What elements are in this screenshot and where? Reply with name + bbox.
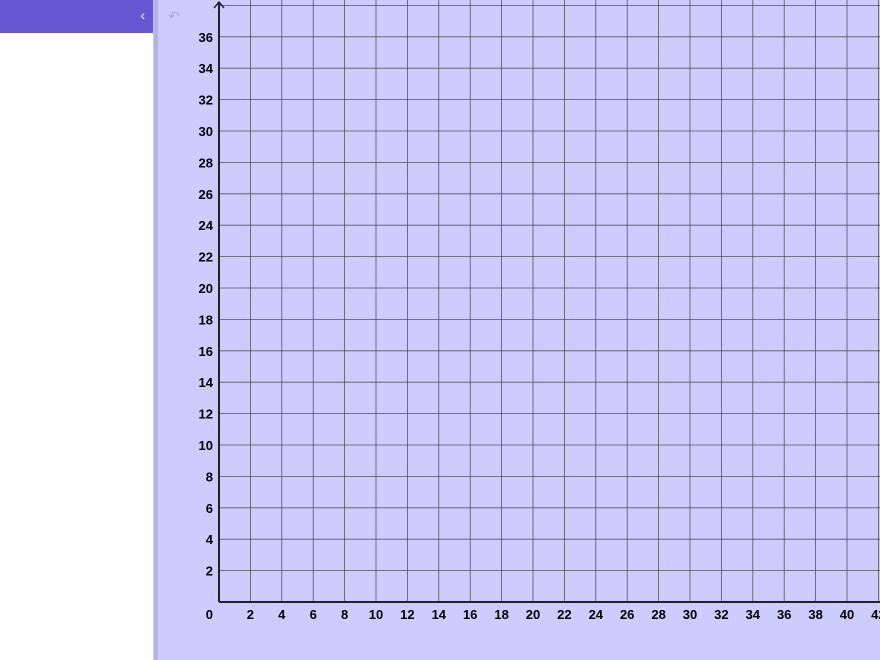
x-tick-label: 12: [400, 607, 414, 622]
y-tick-label: 18: [199, 312, 213, 327]
x-tick-label: 16: [463, 607, 477, 622]
y-tick-label: 30: [199, 124, 213, 139]
y-tick-label: 6: [206, 501, 213, 516]
y-axis-arrow-icon: [213, 0, 225, 9]
x-tick-label: 26: [620, 607, 634, 622]
y-tick-label: 12: [199, 407, 213, 422]
x-tick-label: 6: [310, 607, 317, 622]
y-tick-label: 2: [206, 564, 213, 579]
origin-label: 0: [206, 607, 213, 622]
x-tick-label: 36: [777, 607, 791, 622]
y-tick-label: 22: [199, 250, 213, 265]
y-tick-label: 26: [199, 187, 213, 202]
x-tick-label: 38: [808, 607, 822, 622]
y-tick-label: 20: [199, 281, 213, 296]
panel-splitter[interactable]: [153, 0, 159, 660]
x-tick-label: 28: [651, 607, 665, 622]
y-tick-label: 14: [199, 375, 214, 390]
x-tick-label: 2: [247, 607, 254, 622]
x-tick-label: 40: [840, 607, 854, 622]
x-tick-label: 30: [683, 607, 697, 622]
x-tick-label: 10: [369, 607, 383, 622]
y-tick-label: 36: [199, 30, 213, 45]
x-tick-label: 22: [557, 607, 571, 622]
y-tick-label: 16: [199, 344, 213, 359]
undo-icon[interactable]: ↶: [168, 8, 180, 24]
x-tick-label: 20: [526, 607, 540, 622]
x-tick-label: 8: [341, 607, 348, 622]
x-tick-label: 24: [589, 607, 604, 622]
x-tick-label: 18: [494, 607, 508, 622]
x-tick-label: 4: [278, 607, 286, 622]
x-tick-label: 34: [746, 607, 761, 622]
y-tick-label: 4: [206, 532, 214, 547]
x-tick-label: 32: [714, 607, 728, 622]
panel-header: ‹: [0, 0, 153, 33]
algebra-panel: ‹: [0, 0, 153, 660]
y-tick-label: 28: [199, 155, 213, 170]
x-tick-label: 14: [432, 607, 447, 622]
y-tick-label: 24: [199, 218, 214, 233]
y-tick-label: 8: [206, 469, 213, 484]
y-tick-label: 32: [199, 93, 213, 108]
y-tick-label: 10: [199, 438, 213, 453]
chevron-left-icon[interactable]: ‹: [140, 7, 145, 23]
y-tick-label: 34: [199, 61, 214, 76]
graphics-view[interactable]: [158, 0, 880, 660]
x-tick-label: 42: [871, 607, 880, 622]
